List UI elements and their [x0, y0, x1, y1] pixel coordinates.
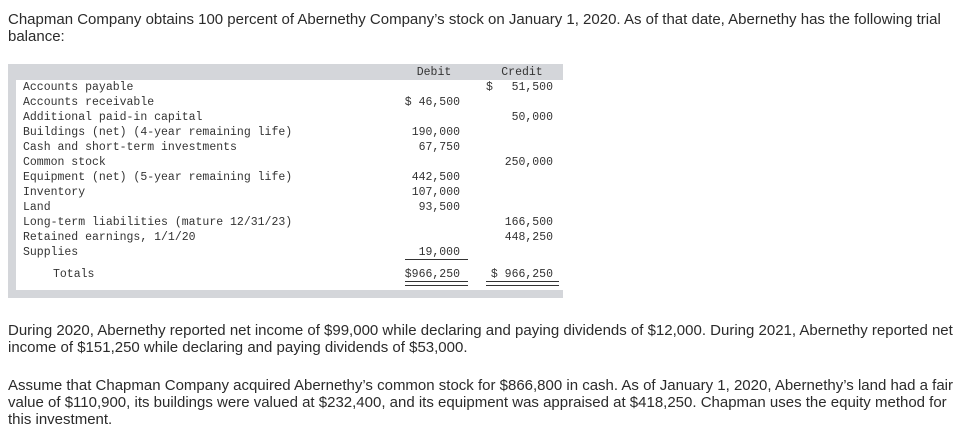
account-name: Accounts payable — [23, 81, 134, 94]
table-row: Retained earnings, 1/1/20 448,250 — [8, 231, 563, 246]
debit-amount: 67,750 — [418, 141, 460, 154]
account-name: Equipment (net) (5-year remaining life) — [23, 171, 293, 184]
table-row: Long-term liabilities (mature 12/31/23) 1… — [8, 216, 563, 231]
account-name: Retained earnings, 1/1/20 — [23, 231, 196, 244]
totals-row: Totals $966,250 $ 966,250 — [8, 268, 563, 283]
credit-amount: 250,000 — [504, 156, 553, 169]
debit-amount: 442,500 — [411, 171, 460, 184]
trial-balance-table: Debit Credit Accounts payable $51,500 Acco… — [8, 64, 563, 298]
credit-currency-symbol: $ — [486, 81, 493, 94]
account-name: Land — [23, 201, 51, 214]
debit-total-double-rule — [405, 281, 468, 286]
table-row: Supplies 19,000 — [8, 246, 563, 261]
account-name: Supplies — [23, 246, 79, 259]
credit-column-header: Credit — [501, 66, 543, 79]
account-name: Additional paid-in capital — [23, 111, 203, 124]
debit-amount: $966,250 — [404, 268, 460, 281]
credit-amount: 51,500 — [511, 81, 553, 94]
debit-amount: 190,000 — [411, 126, 460, 139]
table-row: Accounts payable $51,500 — [8, 81, 563, 96]
table-row: Land 93,500 — [8, 201, 563, 216]
account-name: Cash and short-term investments — [23, 141, 237, 154]
table-side-band — [8, 64, 16, 296]
credit-amount: 448,250 — [504, 231, 553, 244]
income-paragraph: During 2020, Abernethy reported net inco… — [8, 322, 953, 356]
table-footer-band — [8, 290, 563, 298]
table-row: Accounts receivable $ 46,500 — [8, 96, 563, 111]
debit-amount: 107,000 — [411, 186, 460, 199]
table-row: Common stock 250,000 — [8, 156, 563, 171]
table-row: Buildings (net) (4-year remaining life) 1… — [8, 126, 563, 141]
account-name: Buildings (net) (4-year remaining life) — [23, 126, 293, 139]
account-name: Inventory — [23, 186, 86, 199]
credit-amount: 166,500 — [504, 216, 553, 229]
account-name: Common stock — [23, 156, 106, 169]
table-header-band — [8, 64, 563, 80]
debit-subtotal-rule — [405, 259, 468, 260]
debit-amount: 19,000 — [418, 246, 460, 259]
account-name: Long-term liabilities (mature 12/31/23) — [23, 216, 293, 229]
credit-amount: 50,000 — [511, 111, 553, 124]
credit-amount: $ 966,250 — [490, 268, 553, 281]
credit-total-double-rule — [486, 281, 559, 286]
table-row: Cash and short-term investments 67,750 — [8, 141, 563, 156]
table-row: Inventory 107,000 — [8, 186, 563, 201]
table-row: Additional paid-in capital 50,000 — [8, 111, 563, 126]
intro-paragraph: Chapman Company obtains 100 percent of A… — [8, 11, 941, 45]
table-row: Equipment (net) (5-year remaining life) 4… — [8, 171, 563, 186]
debit-column-header: Debit — [416, 66, 452, 79]
account-name: Totals — [53, 268, 95, 281]
debit-amount: 93,500 — [418, 201, 460, 214]
acquisition-paragraph: Assume that Chapman Company acquired Abe… — [8, 377, 954, 428]
account-name: Accounts receivable — [23, 96, 155, 109]
debit-amount: $ 46,500 — [404, 96, 460, 109]
